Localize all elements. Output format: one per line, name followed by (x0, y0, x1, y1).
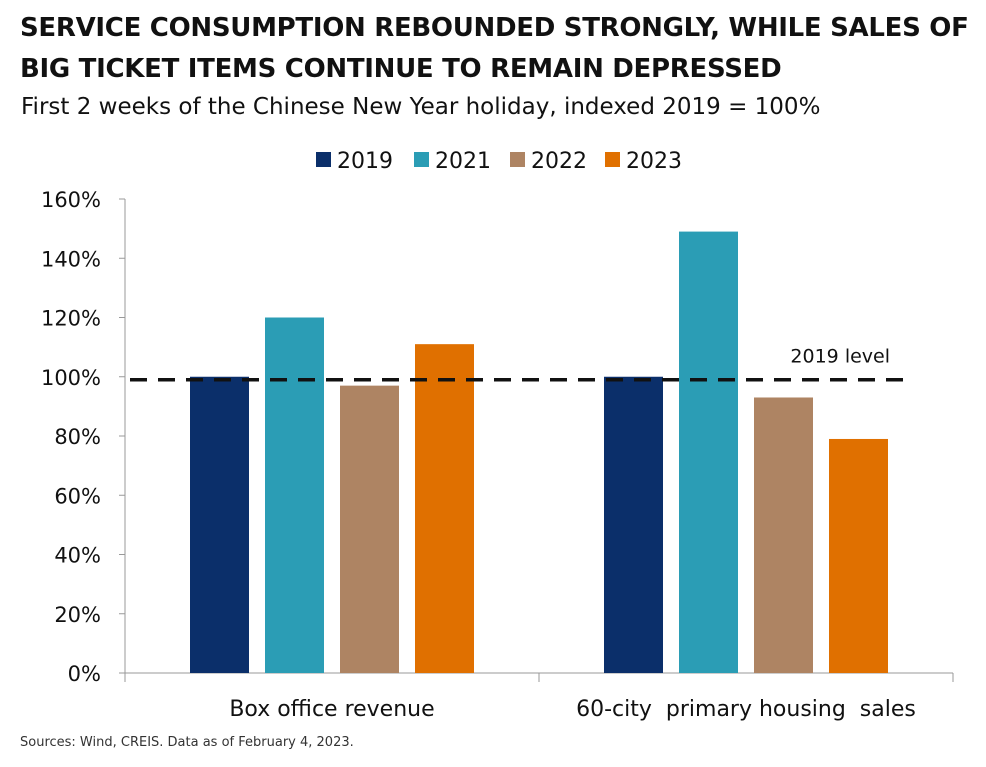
bar-2021-box-office (265, 317, 324, 673)
bar-2019-housing-sales (604, 376, 663, 673)
y-tick-label: 20% (54, 603, 101, 627)
legend-label-2021: 2021 (435, 149, 491, 174)
legend-label-2022: 2022 (531, 149, 587, 174)
bar-2022-housing-sales (754, 397, 813, 673)
legend-label-2019: 2019 (337, 149, 393, 174)
y-tick-label: 160% (41, 188, 101, 212)
legend-swatch-2021 (414, 152, 429, 167)
legend-label-2023: 2023 (626, 149, 682, 174)
y-tick-label: 40% (54, 544, 101, 568)
y-tick-label: 0% (68, 662, 101, 686)
bar-2023-housing-sales (829, 438, 888, 673)
reference-line-label: 2019 level (790, 346, 890, 368)
x-category-label: 60-city primary housing sales (576, 697, 916, 722)
legend-swatch-2023 (605, 152, 620, 167)
chart-title: SERVICE CONSUMPTION REBOUNDED STRONGLY, … (20, 13, 969, 84)
y-tick-label: 120% (41, 307, 101, 331)
x-category-label: Box office revenue (229, 697, 434, 722)
legend-swatch-2019 (316, 152, 331, 167)
y-tick-label: 100% (41, 366, 101, 390)
bar-2021-housing-sales (679, 231, 738, 673)
y-tick-label: 140% (41, 247, 101, 271)
chart-subtitle: First 2 weeks of the Chinese New Year ho… (21, 94, 821, 120)
y-tick-label: 80% (54, 425, 101, 449)
bar-2023-box-office (415, 344, 474, 673)
legend-swatch-2022 (510, 152, 525, 167)
source-note: Sources: Wind, CREIS. Data as of Februar… (20, 735, 354, 750)
bar-2022-box-office (340, 385, 399, 673)
bar-2019-box-office (190, 376, 249, 673)
y-tick-label: 60% (54, 484, 101, 508)
